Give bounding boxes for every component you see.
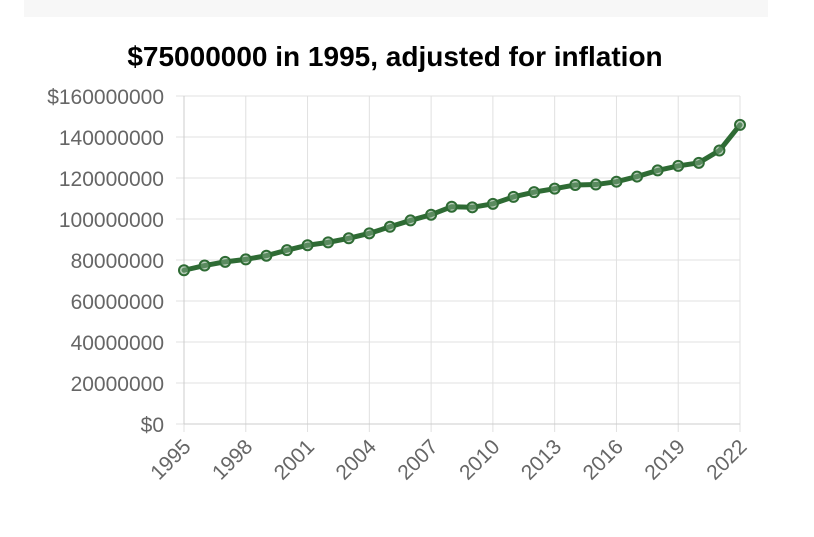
grid-layer [176,95,741,432]
data-point [589,178,602,191]
data-point [280,244,293,257]
x-tick-label: 2001 [270,435,319,484]
data-point [548,182,561,195]
data-point [651,164,664,177]
y-tick-label: 120000000 [59,168,164,191]
x-tick-label: 2007 [393,435,442,484]
y-tick-label: 100000000 [59,209,164,232]
data-point [631,170,644,183]
data-point [569,178,582,191]
x-tick-label: 1995 [146,435,195,484]
axis-layer: $0 20000000 40000000 60000000 80000000 100000… [47,86,751,485]
data-point [239,253,252,266]
y-tick-label: 60000000 [71,291,164,314]
data-point [383,220,396,233]
top-strip [24,0,768,17]
chart-title: $75000000 in 1995, adjusted for inflatio… [127,41,662,72]
y-tick-label: $160000000 [47,86,164,109]
y-tick-label: 80000000 [71,250,164,273]
data-point [178,264,190,277]
data-point [301,239,314,252]
y-tick-label: 140000000 [59,127,164,150]
data-point [610,175,623,188]
x-tick-label: 2022 [702,435,751,484]
data-point [404,214,417,227]
x-tick-label: 2016 [579,435,628,484]
data-point [734,118,746,131]
y-tick-label: 40000000 [71,332,164,355]
data-point [363,227,376,240]
data-point [692,156,705,169]
x-tick-label: 1998 [208,435,257,484]
data-point [507,190,520,203]
y-tick-label: 20000000 [71,373,164,396]
data-point [486,197,499,210]
data-point [713,144,726,157]
series-line [181,122,743,273]
data-point [198,259,211,272]
x-tick-label: 2004 [332,435,382,485]
x-tick-label: 2019 [640,435,689,484]
y-tick-label: $0 [141,414,164,437]
data-point [342,232,355,245]
data-point [528,186,541,199]
data-point [219,255,232,268]
data-point [322,236,335,249]
data-point [445,200,458,213]
series-layer [178,118,746,277]
data-point [466,201,479,214]
x-tick-label: 2013 [517,435,566,484]
data-point [425,208,438,221]
x-tick-label: 2010 [455,435,504,484]
data-point [260,249,273,262]
data-point [672,159,685,172]
